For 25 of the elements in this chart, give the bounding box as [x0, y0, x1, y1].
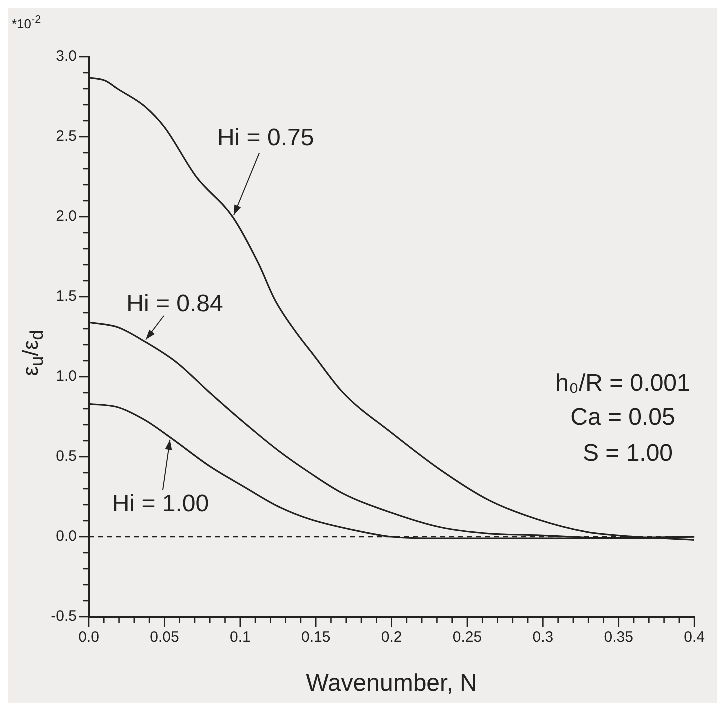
x-tick-label: 0.4: [684, 629, 706, 646]
annotation: Ca = 0.05: [570, 404, 676, 432]
x-axis-title: Wavenumber, N: [306, 670, 478, 698]
y-tick-label: 2.5: [56, 128, 77, 146]
legend-label: Hi = 1.00: [112, 490, 210, 518]
x-tick-label: 0.2: [381, 629, 402, 646]
y-tick-label: 1.5: [56, 288, 77, 306]
x-tick-label: 0.3: [532, 629, 554, 646]
x-tick-label: 0.1: [230, 629, 251, 646]
x-tick-label: 0.25: [452, 629, 482, 646]
text: *10$^{-2}$: [12, 14, 42, 32]
series-label: Hi = 0.84: [126, 290, 224, 318]
x-tick-label: 0.0: [78, 629, 100, 646]
series-label: Hi = 0.75: [217, 124, 314, 152]
y-tick-label: -0.5: [51, 608, 77, 626]
annotation: h₀/R = 0.001: [554, 370, 692, 398]
x-tick-label: 0.05: [150, 629, 180, 646]
y-tick-label: 0.5: [56, 448, 77, 466]
x-tick-label: 0.15: [301, 629, 331, 646]
annotation: S = 1.00: [582, 440, 674, 468]
y-tick-label: 1.0: [56, 368, 77, 386]
y-tick-label: 2.0: [56, 208, 77, 226]
x-tick-label: 0.35: [604, 629, 634, 646]
y-tick-label: 0.0: [56, 528, 77, 546]
y-tick-label: 3.0: [56, 48, 77, 66]
